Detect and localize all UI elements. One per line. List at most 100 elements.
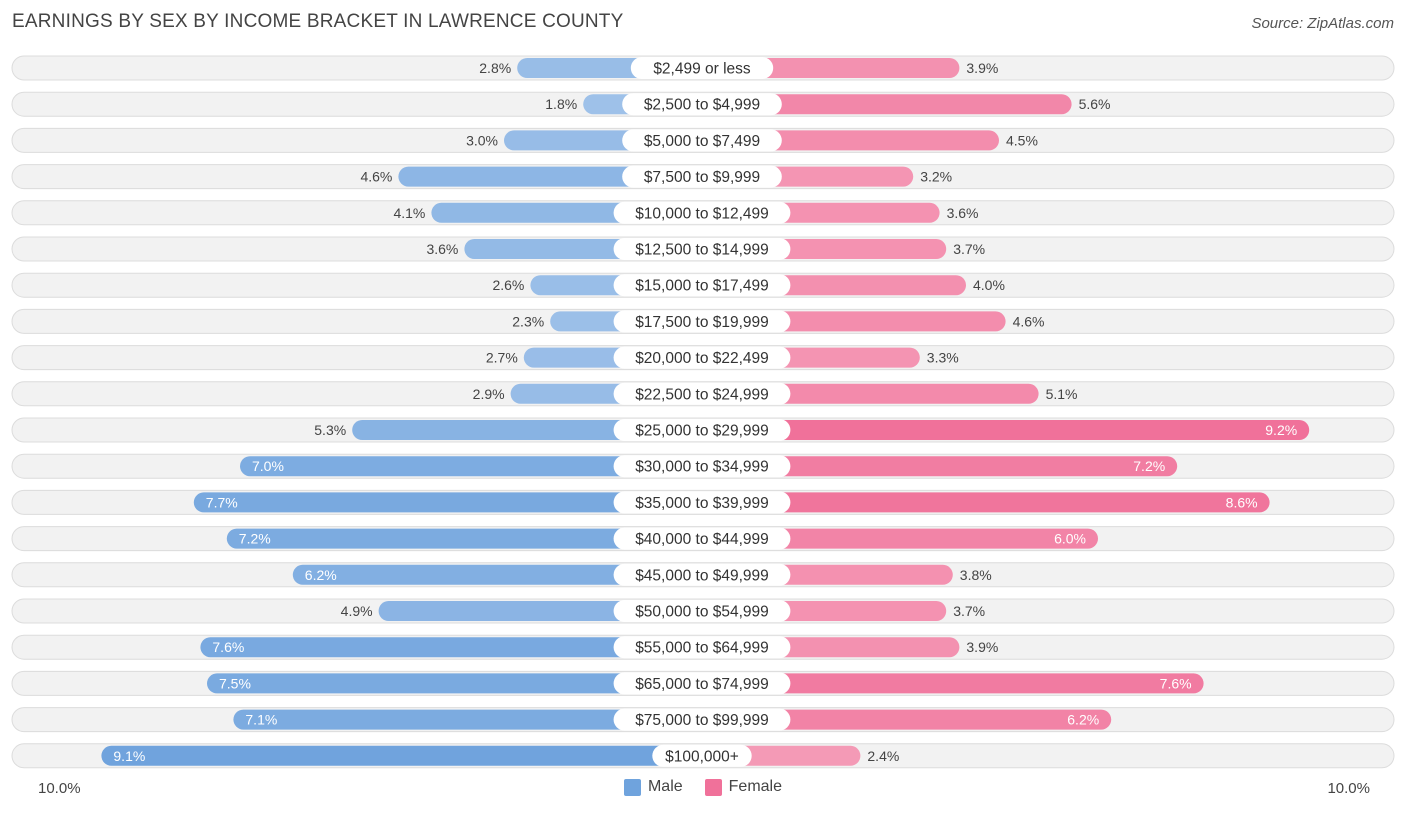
- row-17: 7.5% 7.6% $65,000 to $74,999: [11, 670, 1395, 696]
- row-10: 5.3% 9.2% $25,000 to $29,999: [11, 417, 1395, 443]
- legend-label-female: Female: [728, 778, 783, 795]
- value-label-female: 2.4%: [867, 748, 899, 764]
- row-2: 3.0% 4.5% $5,000 to $7,499: [11, 127, 1395, 153]
- category-label: $25,000 to $29,999: [635, 423, 769, 440]
- value-label-male: 2.9%: [473, 386, 505, 402]
- category-pill: [613, 636, 791, 659]
- bar-male: [240, 456, 702, 477]
- category-pill: [613, 455, 791, 478]
- category-pill: [613, 672, 791, 695]
- value-label-female: 4.5%: [1006, 132, 1038, 148]
- value-label-male: 2.7%: [486, 350, 518, 366]
- row-1: 1.8% 5.6% $2,500 to $4,999: [11, 91, 1395, 117]
- value-label-male: 7.7%: [206, 494, 238, 510]
- category-pill: [622, 165, 782, 188]
- row-15: 4.9% 3.7% $50,000 to $54,999: [11, 598, 1395, 624]
- category-label: $2,499 or less: [653, 61, 751, 78]
- category-pill: [613, 310, 791, 333]
- category-label: $2,500 to $4,999: [644, 97, 760, 114]
- axis-right-label: 10.0%: [1327, 780, 1370, 797]
- category-pill: [613, 491, 791, 514]
- category-label: $7,500 to $9,999: [644, 169, 760, 186]
- bar-male: [233, 709, 702, 730]
- category-label: $65,000 to $74,999: [635, 676, 769, 693]
- category-pill: [613, 238, 791, 260]
- chart-svg: 2.8% 3.9% $2,499 or less 1.8% 5.6% $2,500 to …: [11, 55, 1395, 769]
- chart-title: EARNINGS BY SEX BY INCOME BRACKET IN LAW…: [12, 11, 624, 32]
- category-label: $5,000 to $7,499: [644, 133, 760, 150]
- category-pill: [613, 201, 791, 224]
- value-label-female: 6.0%: [1054, 531, 1086, 547]
- value-label-female: 7.2%: [1133, 458, 1165, 474]
- bar-female: [702, 492, 1270, 513]
- category-label: $100,000+: [665, 748, 739, 765]
- bar-male: [207, 673, 702, 694]
- category-pill: [613, 382, 791, 405]
- category-label: $17,500 to $19,999: [635, 314, 769, 331]
- axis-left-label: 10.0%: [38, 780, 81, 797]
- value-label-female: 3.9%: [966, 60, 998, 76]
- category-pill: [652, 744, 752, 767]
- bar-male: [101, 745, 702, 766]
- row-0: 2.8% 3.9% $2,499 or less: [11, 55, 1395, 81]
- bar-female: [702, 420, 1310, 440]
- value-label-female: 7.6%: [1160, 675, 1192, 691]
- bar-male: [292, 564, 702, 585]
- category-label: $50,000 to $54,999: [635, 604, 769, 621]
- category-label: $10,000 to $12,499: [635, 205, 769, 222]
- category-pill: [622, 129, 782, 152]
- bar-male: [352, 420, 702, 440]
- value-label-male: 4.1%: [393, 205, 425, 221]
- category-label: $15,000 to $17,499: [635, 278, 769, 295]
- value-label-male: 3.6%: [426, 241, 458, 257]
- row-18: 7.1% 6.2% $75,000 to $99,999: [11, 707, 1395, 733]
- value-label-female: 5.1%: [1046, 386, 1078, 402]
- row-3: 4.6% 3.2% $7,500 to $9,999: [11, 164, 1395, 190]
- row-13: 7.2% 6.0% $40,000 to $44,999: [11, 526, 1395, 552]
- category-pill: [630, 57, 774, 79]
- bar-female: [702, 94, 1072, 115]
- row-7: 2.3% 4.6% $17,500 to $19,999: [11, 308, 1395, 334]
- value-label-male: 2.6%: [492, 277, 524, 293]
- category-pill: [613, 708, 791, 731]
- row-5: 3.6% 3.7% $12,500 to $14,999: [11, 236, 1395, 262]
- category-label: $22,500 to $24,999: [635, 386, 769, 403]
- value-label-female: 8.6%: [1226, 494, 1258, 510]
- category-label: $35,000 to $39,999: [635, 495, 769, 512]
- row-4: 4.1% 3.6% $10,000 to $12,499: [11, 200, 1395, 226]
- bar-male: [200, 637, 702, 658]
- category-pill: [622, 93, 782, 116]
- value-label-male: 6.2%: [305, 567, 337, 583]
- value-label-male: 7.1%: [245, 712, 277, 728]
- category-pill: [613, 419, 791, 441]
- category-label: $40,000 to $44,999: [635, 531, 769, 548]
- source-credit: Source: ZipAtlas.com: [1251, 15, 1394, 32]
- value-label-female: 5.6%: [1079, 96, 1111, 112]
- row-6: 2.6% 4.0% $15,000 to $17,499: [11, 272, 1395, 298]
- value-label-female: 4.0%: [973, 277, 1005, 293]
- value-label-male: 5.3%: [314, 422, 346, 438]
- row-8: 2.7% 3.3% $20,000 to $22,499: [11, 345, 1395, 371]
- category-label: $75,000 to $99,999: [635, 712, 769, 729]
- value-label-female: 4.6%: [1013, 313, 1045, 329]
- legend-item-female[interactable]: Female: [704, 778, 783, 796]
- value-label-male: 1.8%: [545, 96, 577, 112]
- category-pill: [613, 346, 791, 369]
- legend-item-male[interactable]: Male: [623, 778, 683, 796]
- category-label: $45,000 to $49,999: [635, 567, 769, 584]
- row-14: 6.2% 3.8% $45,000 to $49,999: [11, 562, 1395, 588]
- row-11: 7.0% 7.2% $30,000 to $34,999: [11, 453, 1395, 479]
- bar-female: [702, 456, 1178, 477]
- value-label-female: 3.7%: [953, 241, 985, 257]
- value-label-female: 3.8%: [960, 567, 992, 583]
- value-label-male: 2.8%: [479, 60, 511, 76]
- value-label-female: 3.3%: [927, 350, 959, 366]
- category-label: $30,000 to $34,999: [635, 459, 769, 476]
- value-label-female: 3.9%: [966, 639, 998, 655]
- value-label-male: 7.5%: [219, 675, 251, 691]
- value-label-male: 9.1%: [113, 748, 145, 764]
- legend: Male Female: [0, 778, 1406, 796]
- value-label-male: 3.0%: [466, 132, 498, 148]
- row-9: 2.9% 5.1% $22,500 to $24,999: [11, 381, 1395, 407]
- value-label-female: 3.6%: [947, 205, 979, 221]
